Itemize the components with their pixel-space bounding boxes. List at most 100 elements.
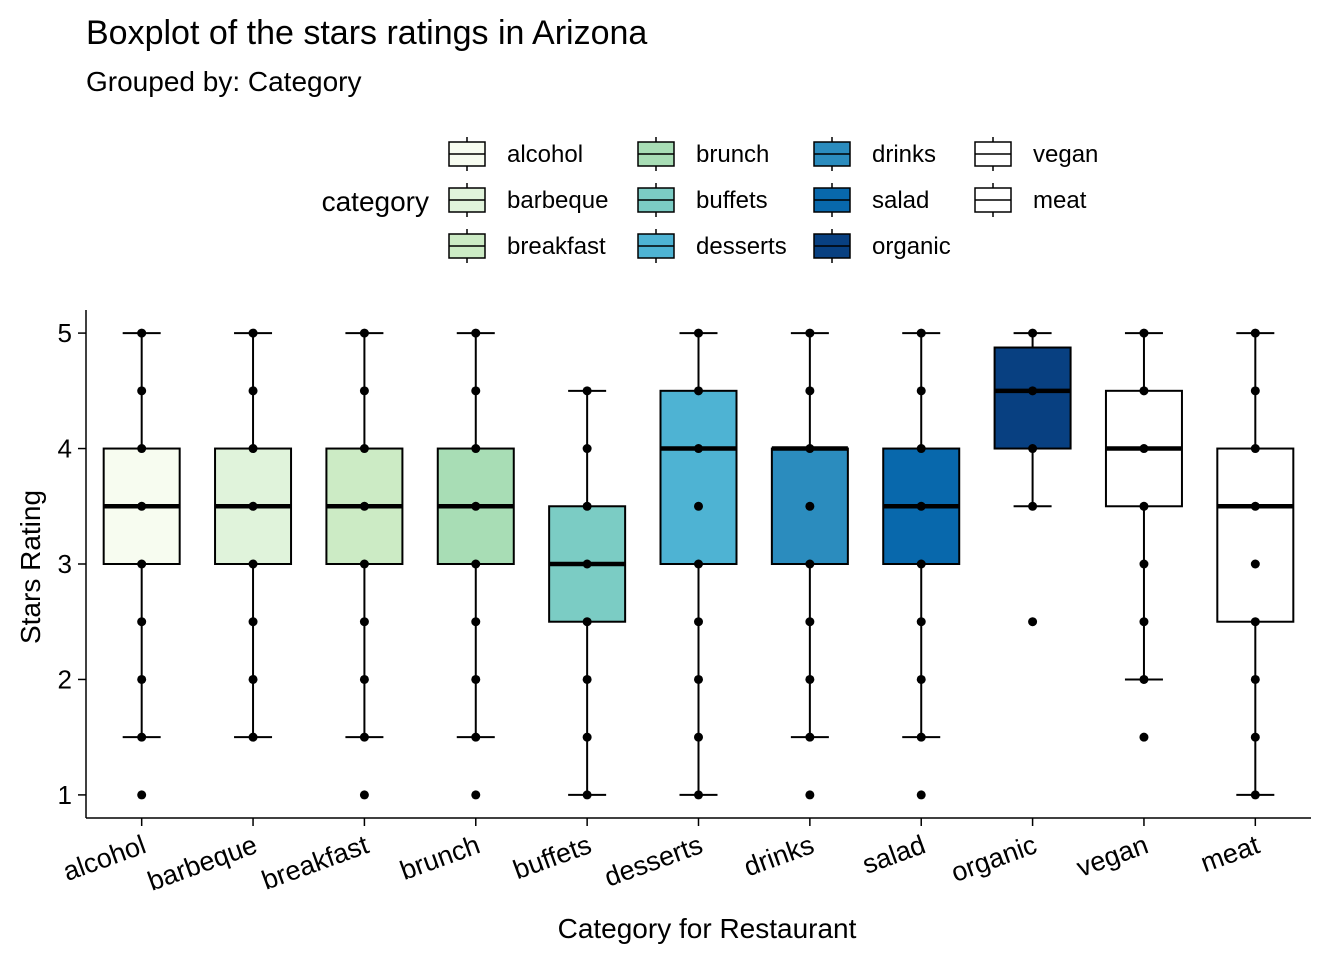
data-point xyxy=(805,674,815,684)
data-point xyxy=(582,732,592,742)
data-point xyxy=(1250,444,1260,454)
y-tick-label: 4 xyxy=(58,434,72,464)
data-point xyxy=(582,386,592,396)
data-point xyxy=(916,386,926,396)
box-iqr xyxy=(659,389,738,565)
box-meat xyxy=(1216,328,1295,800)
data-point xyxy=(694,444,703,454)
data-point xyxy=(359,444,369,454)
legend-label: desserts xyxy=(696,233,787,260)
data-point xyxy=(359,328,369,338)
data-point xyxy=(137,444,147,454)
data-point xyxy=(1250,790,1260,800)
data-point xyxy=(137,790,147,800)
data-point xyxy=(137,386,147,396)
legend-label: alcohol xyxy=(507,141,583,168)
data-point xyxy=(471,617,481,627)
data-point xyxy=(694,501,703,511)
data-point xyxy=(916,501,926,511)
x-tick-label: meat xyxy=(1197,829,1264,878)
data-point xyxy=(248,617,258,627)
legend: category alcohol barbeque breakfast brunch b… xyxy=(322,137,1098,263)
data-point xyxy=(137,559,147,569)
y-tick-label: 5 xyxy=(58,318,72,348)
data-point xyxy=(916,790,926,800)
legend-item-drinks: drinks xyxy=(813,137,936,171)
data-point xyxy=(248,328,258,338)
x-tick-label: barbeque xyxy=(144,829,261,896)
legend-item-barbeque: barbeque xyxy=(448,183,608,217)
legend-item-alcohol: alcohol xyxy=(448,137,583,171)
data-point xyxy=(916,444,926,454)
legend-label: drinks xyxy=(872,141,936,168)
data-point xyxy=(137,674,147,684)
box-buffets xyxy=(548,386,627,800)
box-brunch xyxy=(436,328,515,800)
x-tick-label: breakfast xyxy=(258,829,373,895)
data-point xyxy=(582,790,592,800)
box-breakfast xyxy=(325,328,404,800)
data-point xyxy=(805,617,815,627)
box-alcohol xyxy=(102,328,181,800)
data-point xyxy=(694,790,703,800)
data-point xyxy=(916,617,926,627)
data-point xyxy=(1250,732,1260,742)
data-point xyxy=(471,674,481,684)
data-point xyxy=(916,559,926,569)
legend-label: meat xyxy=(1033,187,1087,214)
data-point xyxy=(471,732,481,742)
data-point xyxy=(137,732,147,742)
data-point xyxy=(1139,617,1149,627)
box-iqr xyxy=(993,346,1072,450)
data-point xyxy=(471,559,481,569)
data-point xyxy=(582,617,592,627)
data-point xyxy=(1139,444,1149,454)
data-point xyxy=(359,617,369,627)
legend-label: breakfast xyxy=(507,233,606,260)
data-point xyxy=(916,732,926,742)
data-point xyxy=(1028,386,1038,396)
chart-subtitle: Grouped by: Category xyxy=(86,66,362,97)
legend-title: category xyxy=(322,186,429,217)
data-point xyxy=(805,790,815,800)
box-iqr xyxy=(1216,447,1295,623)
data-point xyxy=(1250,501,1260,511)
data-point xyxy=(694,617,703,627)
data-point xyxy=(694,732,703,742)
data-point xyxy=(248,501,258,511)
legend-label: salad xyxy=(872,187,929,214)
legend-label: brunch xyxy=(696,141,769,168)
box-organic xyxy=(993,328,1072,627)
data-point xyxy=(582,444,592,454)
y-tick-label: 3 xyxy=(58,549,72,579)
x-tick-label: alcohol xyxy=(59,829,150,886)
data-point xyxy=(359,790,369,800)
data-point xyxy=(1250,617,1260,627)
legend-item-meat: meat xyxy=(974,183,1087,217)
data-point xyxy=(1250,386,1260,396)
data-point xyxy=(137,501,147,511)
data-point xyxy=(471,444,481,454)
x-tick-label: vegan xyxy=(1073,829,1152,882)
data-point xyxy=(471,790,481,800)
data-point xyxy=(248,732,258,742)
data-point xyxy=(694,328,703,338)
x-tick-label: buffets xyxy=(509,829,595,885)
legend-item-desserts: desserts xyxy=(637,229,787,263)
legend-item-organic: organic xyxy=(813,229,951,263)
data-point xyxy=(1139,328,1149,338)
data-point xyxy=(359,501,369,511)
data-point xyxy=(1250,674,1260,684)
data-point xyxy=(916,674,926,684)
legend-label: organic xyxy=(872,233,951,260)
data-point xyxy=(694,674,703,684)
data-point xyxy=(916,328,926,338)
data-point xyxy=(582,559,592,569)
data-point xyxy=(694,386,703,396)
data-point xyxy=(137,617,147,627)
data-point xyxy=(805,328,815,338)
x-tick-label: desserts xyxy=(600,829,706,892)
box-vegan xyxy=(1104,328,1183,742)
